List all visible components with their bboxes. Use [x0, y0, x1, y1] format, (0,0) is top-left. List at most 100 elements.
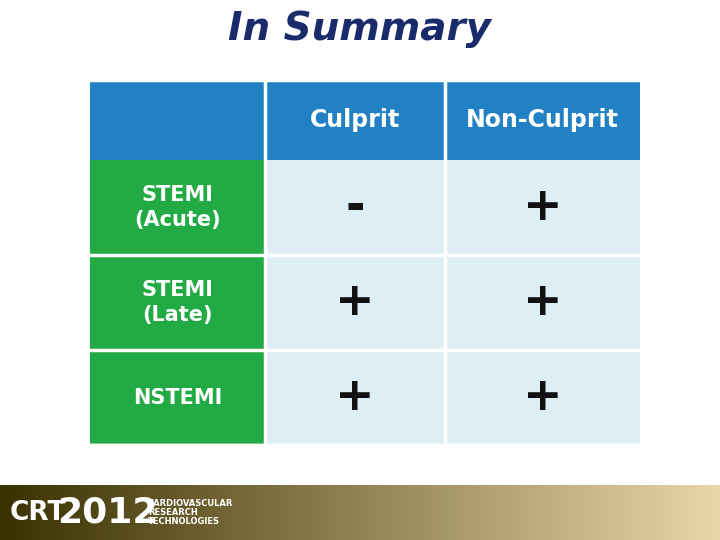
Text: In Summary: In Summary: [228, 10, 492, 48]
Bar: [140, 485, 144, 540]
Bar: [594, 485, 598, 540]
Bar: [194, 485, 198, 540]
Bar: [583, 485, 587, 540]
Bar: [349, 485, 353, 540]
Bar: [76, 485, 79, 540]
Bar: [648, 485, 652, 540]
Bar: [493, 485, 497, 540]
Bar: [680, 485, 684, 540]
Bar: [605, 485, 608, 540]
Bar: [108, 485, 112, 540]
Bar: [86, 485, 90, 540]
Bar: [526, 485, 529, 540]
Bar: [169, 485, 173, 540]
Bar: [612, 485, 616, 540]
Bar: [421, 485, 425, 540]
Text: Non-Culprit: Non-Culprit: [466, 108, 619, 132]
Bar: [576, 485, 580, 540]
Bar: [436, 485, 439, 540]
Bar: [673, 485, 677, 540]
Bar: [445, 350, 640, 445]
Bar: [464, 485, 468, 540]
Bar: [220, 485, 223, 540]
Text: NSTEMI: NSTEMI: [133, 388, 222, 408]
Bar: [180, 485, 184, 540]
Text: 2012: 2012: [57, 496, 158, 530]
Bar: [104, 485, 108, 540]
Bar: [461, 485, 464, 540]
Bar: [371, 485, 374, 540]
Bar: [324, 485, 328, 540]
Bar: [677, 485, 680, 540]
Bar: [90, 350, 265, 445]
Text: CARDIOVASCULAR: CARDIOVASCULAR: [148, 499, 233, 508]
Bar: [173, 485, 176, 540]
Bar: [90, 80, 265, 160]
Bar: [445, 80, 640, 160]
Bar: [310, 485, 313, 540]
Bar: [115, 485, 119, 540]
Bar: [342, 485, 346, 540]
Bar: [112, 485, 115, 540]
Bar: [641, 485, 644, 540]
Bar: [90, 160, 265, 255]
Bar: [533, 485, 536, 540]
Bar: [58, 485, 61, 540]
Bar: [47, 485, 50, 540]
Bar: [684, 485, 688, 540]
Bar: [626, 485, 630, 540]
Bar: [590, 485, 594, 540]
Bar: [713, 485, 716, 540]
Bar: [36, 485, 40, 540]
Bar: [457, 485, 461, 540]
Bar: [356, 485, 360, 540]
Bar: [90, 485, 94, 540]
Bar: [500, 485, 504, 540]
Bar: [410, 485, 414, 540]
Bar: [133, 485, 137, 540]
Bar: [706, 485, 709, 540]
Text: STEMI
(Acute): STEMI (Acute): [134, 185, 221, 230]
Bar: [382, 485, 385, 540]
Bar: [230, 485, 234, 540]
Bar: [68, 485, 72, 540]
Bar: [216, 485, 220, 540]
Bar: [151, 485, 155, 540]
Bar: [198, 485, 202, 540]
Bar: [569, 485, 572, 540]
Bar: [515, 485, 518, 540]
Bar: [144, 485, 148, 540]
Bar: [547, 485, 551, 540]
Bar: [65, 485, 68, 540]
Bar: [299, 485, 302, 540]
Bar: [43, 485, 47, 540]
Bar: [385, 485, 389, 540]
Bar: [248, 485, 252, 540]
Bar: [265, 255, 445, 350]
Bar: [50, 485, 54, 540]
Bar: [360, 485, 364, 540]
Bar: [655, 485, 659, 540]
Bar: [418, 485, 421, 540]
Bar: [158, 485, 162, 540]
Bar: [353, 485, 356, 540]
Bar: [284, 485, 288, 540]
Bar: [320, 485, 324, 540]
Bar: [479, 485, 482, 540]
Bar: [540, 485, 544, 540]
Bar: [338, 485, 342, 540]
Bar: [90, 255, 265, 350]
Bar: [292, 485, 295, 540]
Bar: [79, 485, 83, 540]
Text: +: +: [336, 280, 375, 325]
Bar: [155, 485, 158, 540]
Bar: [439, 485, 443, 540]
Bar: [281, 485, 284, 540]
Bar: [4, 485, 7, 540]
Bar: [317, 485, 320, 540]
Bar: [652, 485, 655, 540]
Bar: [544, 485, 547, 540]
Bar: [551, 485, 554, 540]
Bar: [619, 485, 623, 540]
Bar: [691, 485, 695, 540]
